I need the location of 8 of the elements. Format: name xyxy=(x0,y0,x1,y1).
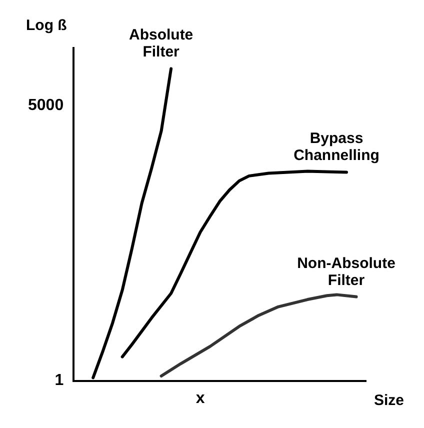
x-axis-title: Size xyxy=(374,392,404,409)
series-label: Absolute Filter xyxy=(128,26,194,61)
y-tick-label: 5000 xyxy=(28,97,64,114)
y-axis-title: Log ß xyxy=(26,17,67,34)
series-label: Non-Absolute Filter xyxy=(297,254,396,289)
x-tick-label: x xyxy=(196,390,205,407)
series-label: Bypass Channelling xyxy=(294,130,380,164)
y-tick-label: 1 xyxy=(54,372,64,390)
